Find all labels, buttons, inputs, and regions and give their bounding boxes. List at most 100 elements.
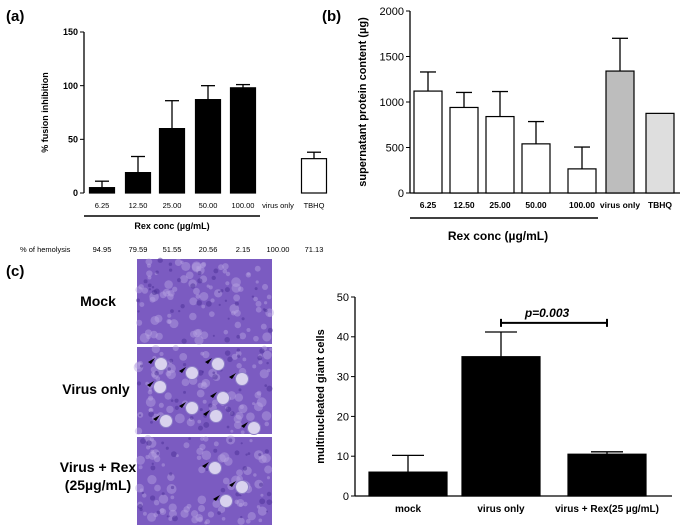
stain-texture bbox=[179, 275, 188, 284]
stain-texture bbox=[139, 333, 150, 343]
stain-texture bbox=[147, 475, 157, 485]
stain-texture bbox=[148, 451, 157, 460]
stain-texture bbox=[141, 491, 145, 495]
x-category-label: 12.50 bbox=[129, 201, 148, 210]
stain-texture bbox=[191, 516, 199, 524]
stain-texture bbox=[185, 271, 194, 280]
stain-texture bbox=[242, 357, 247, 362]
micrograph-panel bbox=[135, 257, 275, 345]
stain-texture bbox=[191, 261, 202, 272]
arrowhead-marker bbox=[205, 358, 212, 364]
stain-texture bbox=[252, 402, 256, 406]
stain-texture bbox=[201, 370, 204, 373]
y-tick-label: 0 bbox=[343, 491, 349, 503]
arrowhead-marker bbox=[179, 367, 186, 373]
stain-texture bbox=[169, 319, 179, 329]
stain-texture bbox=[254, 287, 258, 291]
stain-texture bbox=[145, 445, 151, 450]
stain-texture bbox=[136, 319, 143, 326]
stain-texture bbox=[212, 334, 215, 337]
stain-texture bbox=[168, 290, 175, 297]
stain-texture bbox=[159, 291, 167, 299]
stain-texture bbox=[135, 483, 144, 493]
x-category-label: 100.00 bbox=[232, 201, 255, 210]
stain-texture bbox=[230, 429, 234, 433]
stain-texture bbox=[190, 510, 199, 518]
bar bbox=[645, 112, 675, 194]
stain-texture bbox=[262, 350, 272, 360]
stain-texture bbox=[235, 350, 242, 357]
stain-texture bbox=[255, 306, 262, 313]
stain-texture bbox=[188, 437, 192, 441]
stain-texture bbox=[161, 463, 165, 467]
stain-texture bbox=[211, 275, 216, 281]
stain-texture bbox=[197, 516, 203, 523]
stain-texture bbox=[147, 283, 152, 288]
stain-texture bbox=[264, 421, 270, 427]
stain-texture bbox=[239, 332, 247, 340]
stain-texture bbox=[166, 484, 177, 494]
stain-texture bbox=[165, 446, 169, 450]
stain-texture bbox=[201, 304, 206, 309]
stain-texture bbox=[231, 283, 242, 293]
x-category-label: 25.00 bbox=[489, 200, 511, 210]
syncytium bbox=[235, 372, 249, 386]
stain-texture bbox=[199, 443, 206, 451]
stain-texture bbox=[137, 310, 140, 313]
stain-texture bbox=[223, 329, 229, 335]
syncytium bbox=[208, 461, 222, 475]
hemolysis-row-label: % of hemolysis bbox=[20, 245, 71, 254]
stain-texture bbox=[167, 473, 175, 481]
stain-texture bbox=[247, 452, 251, 455]
y-tick-label: 2000 bbox=[380, 6, 404, 18]
stain-texture bbox=[203, 436, 209, 442]
stain-texture bbox=[210, 298, 215, 303]
stain-texture bbox=[217, 511, 221, 515]
stain-texture bbox=[259, 498, 266, 505]
stain-texture bbox=[208, 311, 215, 318]
stain-texture bbox=[145, 397, 156, 408]
bar bbox=[88, 187, 116, 194]
micrograph-panels bbox=[133, 257, 275, 525]
stain-texture bbox=[195, 328, 203, 336]
stain-texture bbox=[195, 294, 201, 299]
stain-texture bbox=[217, 454, 226, 463]
stain-texture bbox=[166, 363, 176, 374]
stain-texture bbox=[237, 517, 245, 525]
stain-texture bbox=[266, 361, 269, 365]
panel-label-a: (a) bbox=[6, 8, 24, 25]
stain-texture bbox=[144, 434, 152, 442]
stain-texture bbox=[134, 361, 143, 369]
stain-texture bbox=[150, 420, 153, 424]
stain-texture bbox=[155, 332, 163, 341]
stain-texture bbox=[137, 503, 143, 509]
stain-texture bbox=[247, 512, 256, 521]
stain-texture bbox=[189, 416, 194, 420]
bar bbox=[368, 471, 448, 497]
stain-texture bbox=[205, 300, 212, 307]
x-axis-label: Rex conc (µg/mL) bbox=[134, 221, 209, 231]
x-category-label: virus only bbox=[477, 504, 525, 515]
stain-texture bbox=[230, 310, 236, 316]
stain-texture bbox=[218, 303, 221, 306]
stain-texture bbox=[236, 348, 241, 352]
stain-texture bbox=[200, 262, 206, 269]
stain-texture bbox=[194, 335, 204, 345]
arrowhead-marker bbox=[213, 495, 220, 501]
stain-texture bbox=[138, 465, 143, 470]
stain-texture bbox=[256, 390, 262, 396]
x-category-label: virus only bbox=[262, 201, 294, 210]
syncytium bbox=[219, 494, 233, 508]
stain-texture bbox=[255, 300, 262, 307]
stain-texture bbox=[207, 511, 215, 518]
chart-a: 0 50 100 150 % fusion inhibition 6.25 12.50 25.… bbox=[20, 27, 328, 254]
arrowhead-marker bbox=[153, 415, 160, 421]
stain-texture bbox=[264, 384, 268, 387]
stain-texture bbox=[264, 465, 273, 474]
stain-texture bbox=[234, 301, 239, 306]
stain-texture bbox=[265, 510, 268, 513]
stain-texture bbox=[174, 398, 179, 403]
stain-texture bbox=[189, 312, 197, 321]
stain-texture bbox=[156, 510, 161, 515]
